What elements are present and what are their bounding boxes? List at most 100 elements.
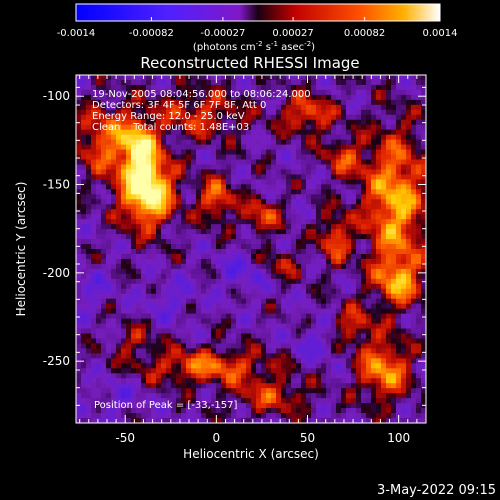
heatmap-cell xyxy=(226,134,232,141)
heatmap-cell xyxy=(321,104,327,111)
heatmap-cell xyxy=(146,413,152,419)
heatmap-cell xyxy=(101,403,107,409)
heatmap-cell xyxy=(111,338,117,345)
heatmap-cell xyxy=(126,278,132,285)
heatmap-cell xyxy=(216,333,222,340)
heatmap-cell xyxy=(96,293,102,300)
heatmap-cell xyxy=(166,204,172,210)
heatmap-cell xyxy=(366,84,372,91)
heatmap-cell xyxy=(321,288,327,295)
heatmap-cell xyxy=(136,258,142,265)
colorbar-unit-label: (photons cm-2 s-1 asec-2) xyxy=(193,40,315,53)
heatmap-cell xyxy=(171,398,177,404)
heatmap-cell xyxy=(221,258,227,265)
heatmap-cell xyxy=(241,288,247,295)
heatmap-cell xyxy=(256,388,262,394)
heatmap-cell xyxy=(231,139,237,146)
heatmap-cell xyxy=(316,333,322,340)
heatmap-cell xyxy=(171,75,177,81)
heatmap-cell xyxy=(156,328,162,335)
heatmap-cell xyxy=(406,229,412,235)
heatmap-cell xyxy=(331,204,337,210)
heatmap-cell xyxy=(121,204,127,210)
heatmap-cell xyxy=(196,134,202,141)
heatmap-cell xyxy=(181,378,187,384)
heatmap-cell xyxy=(391,328,397,335)
heatmap-cell xyxy=(286,273,292,280)
heatmap-cell xyxy=(251,323,257,330)
heatmap-cell xyxy=(231,244,237,250)
heatmap-cell xyxy=(226,383,232,389)
heatmap-cell xyxy=(136,253,142,260)
heatmap-cell xyxy=(201,94,207,101)
heatmap-cell xyxy=(126,268,132,275)
heatmap-cell xyxy=(186,244,192,250)
heatmap-cell xyxy=(316,75,322,81)
heatmap-cell xyxy=(151,204,157,210)
heatmap-cell xyxy=(106,378,112,384)
heatmap-cell xyxy=(291,109,297,116)
heatmap-cell xyxy=(391,219,397,225)
heatmap-cell xyxy=(176,94,182,101)
heatmap-cell xyxy=(136,263,142,270)
heatmap-cell xyxy=(96,129,102,136)
heatmap-cell xyxy=(371,268,377,275)
heatmap-cell xyxy=(286,94,292,101)
heatmap-cell xyxy=(386,408,392,414)
heatmap-cell xyxy=(326,189,332,195)
heatmap-cell xyxy=(161,253,167,260)
heatmap-cell xyxy=(236,204,242,210)
heatmap-cell xyxy=(396,84,402,91)
heatmap-cell xyxy=(186,224,192,230)
heatmap-cell xyxy=(341,199,347,205)
heatmap-cell xyxy=(291,393,297,399)
heatmap-cell xyxy=(216,169,222,176)
heatmap-cell xyxy=(331,358,337,364)
heatmap-cell xyxy=(361,413,367,419)
heatmap-cell xyxy=(311,184,317,190)
heatmap-cell xyxy=(316,154,322,161)
heatmap-cell xyxy=(361,378,367,384)
heatmap-cell xyxy=(191,109,197,116)
heatmap-cell xyxy=(216,338,222,345)
heatmap-cell xyxy=(171,403,177,409)
heatmap-cell xyxy=(406,239,412,245)
heatmap-cell xyxy=(401,149,407,156)
heatmap-cell xyxy=(171,219,177,225)
heatmap-cell xyxy=(91,363,97,369)
heatmap-cell xyxy=(186,318,192,325)
heatmap-cell xyxy=(381,214,387,220)
heatmap-cell xyxy=(281,263,287,270)
heatmap-cell xyxy=(131,124,137,131)
heatmap-cell xyxy=(296,174,302,180)
heatmap-cell xyxy=(311,214,317,220)
heatmap-cell xyxy=(241,204,247,210)
heatmap-cell xyxy=(86,288,92,295)
heatmap-cell xyxy=(126,293,132,300)
heatmap-cell xyxy=(416,134,422,141)
heatmap-cell xyxy=(76,368,82,374)
heatmap-cell xyxy=(211,308,217,315)
heatmap-cell xyxy=(186,263,192,270)
heatmap-cell xyxy=(241,328,247,335)
heatmap-cell xyxy=(241,239,247,245)
heatmap-cell xyxy=(121,164,127,171)
heatmap-cell xyxy=(171,244,177,250)
heatmap-cell xyxy=(401,293,407,300)
heatmap-cell xyxy=(211,75,217,81)
heatmap-cell xyxy=(166,418,172,423)
heatmap-cell xyxy=(111,288,117,295)
heatmap-cell xyxy=(166,84,172,91)
heatmap-cell xyxy=(181,244,187,250)
heatmap-cell xyxy=(241,378,247,384)
heatmap-cell xyxy=(406,403,412,409)
heatmap-cell xyxy=(161,303,167,310)
heatmap-cell xyxy=(176,134,182,141)
heatmap-cell xyxy=(86,258,92,265)
heatmap-cell xyxy=(186,333,192,340)
heatmap-cell xyxy=(201,119,207,126)
heatmap-cell xyxy=(311,204,317,210)
heatmap-cell xyxy=(306,214,312,220)
heatmap-cell xyxy=(196,164,202,171)
heatmap-cell xyxy=(246,413,252,419)
